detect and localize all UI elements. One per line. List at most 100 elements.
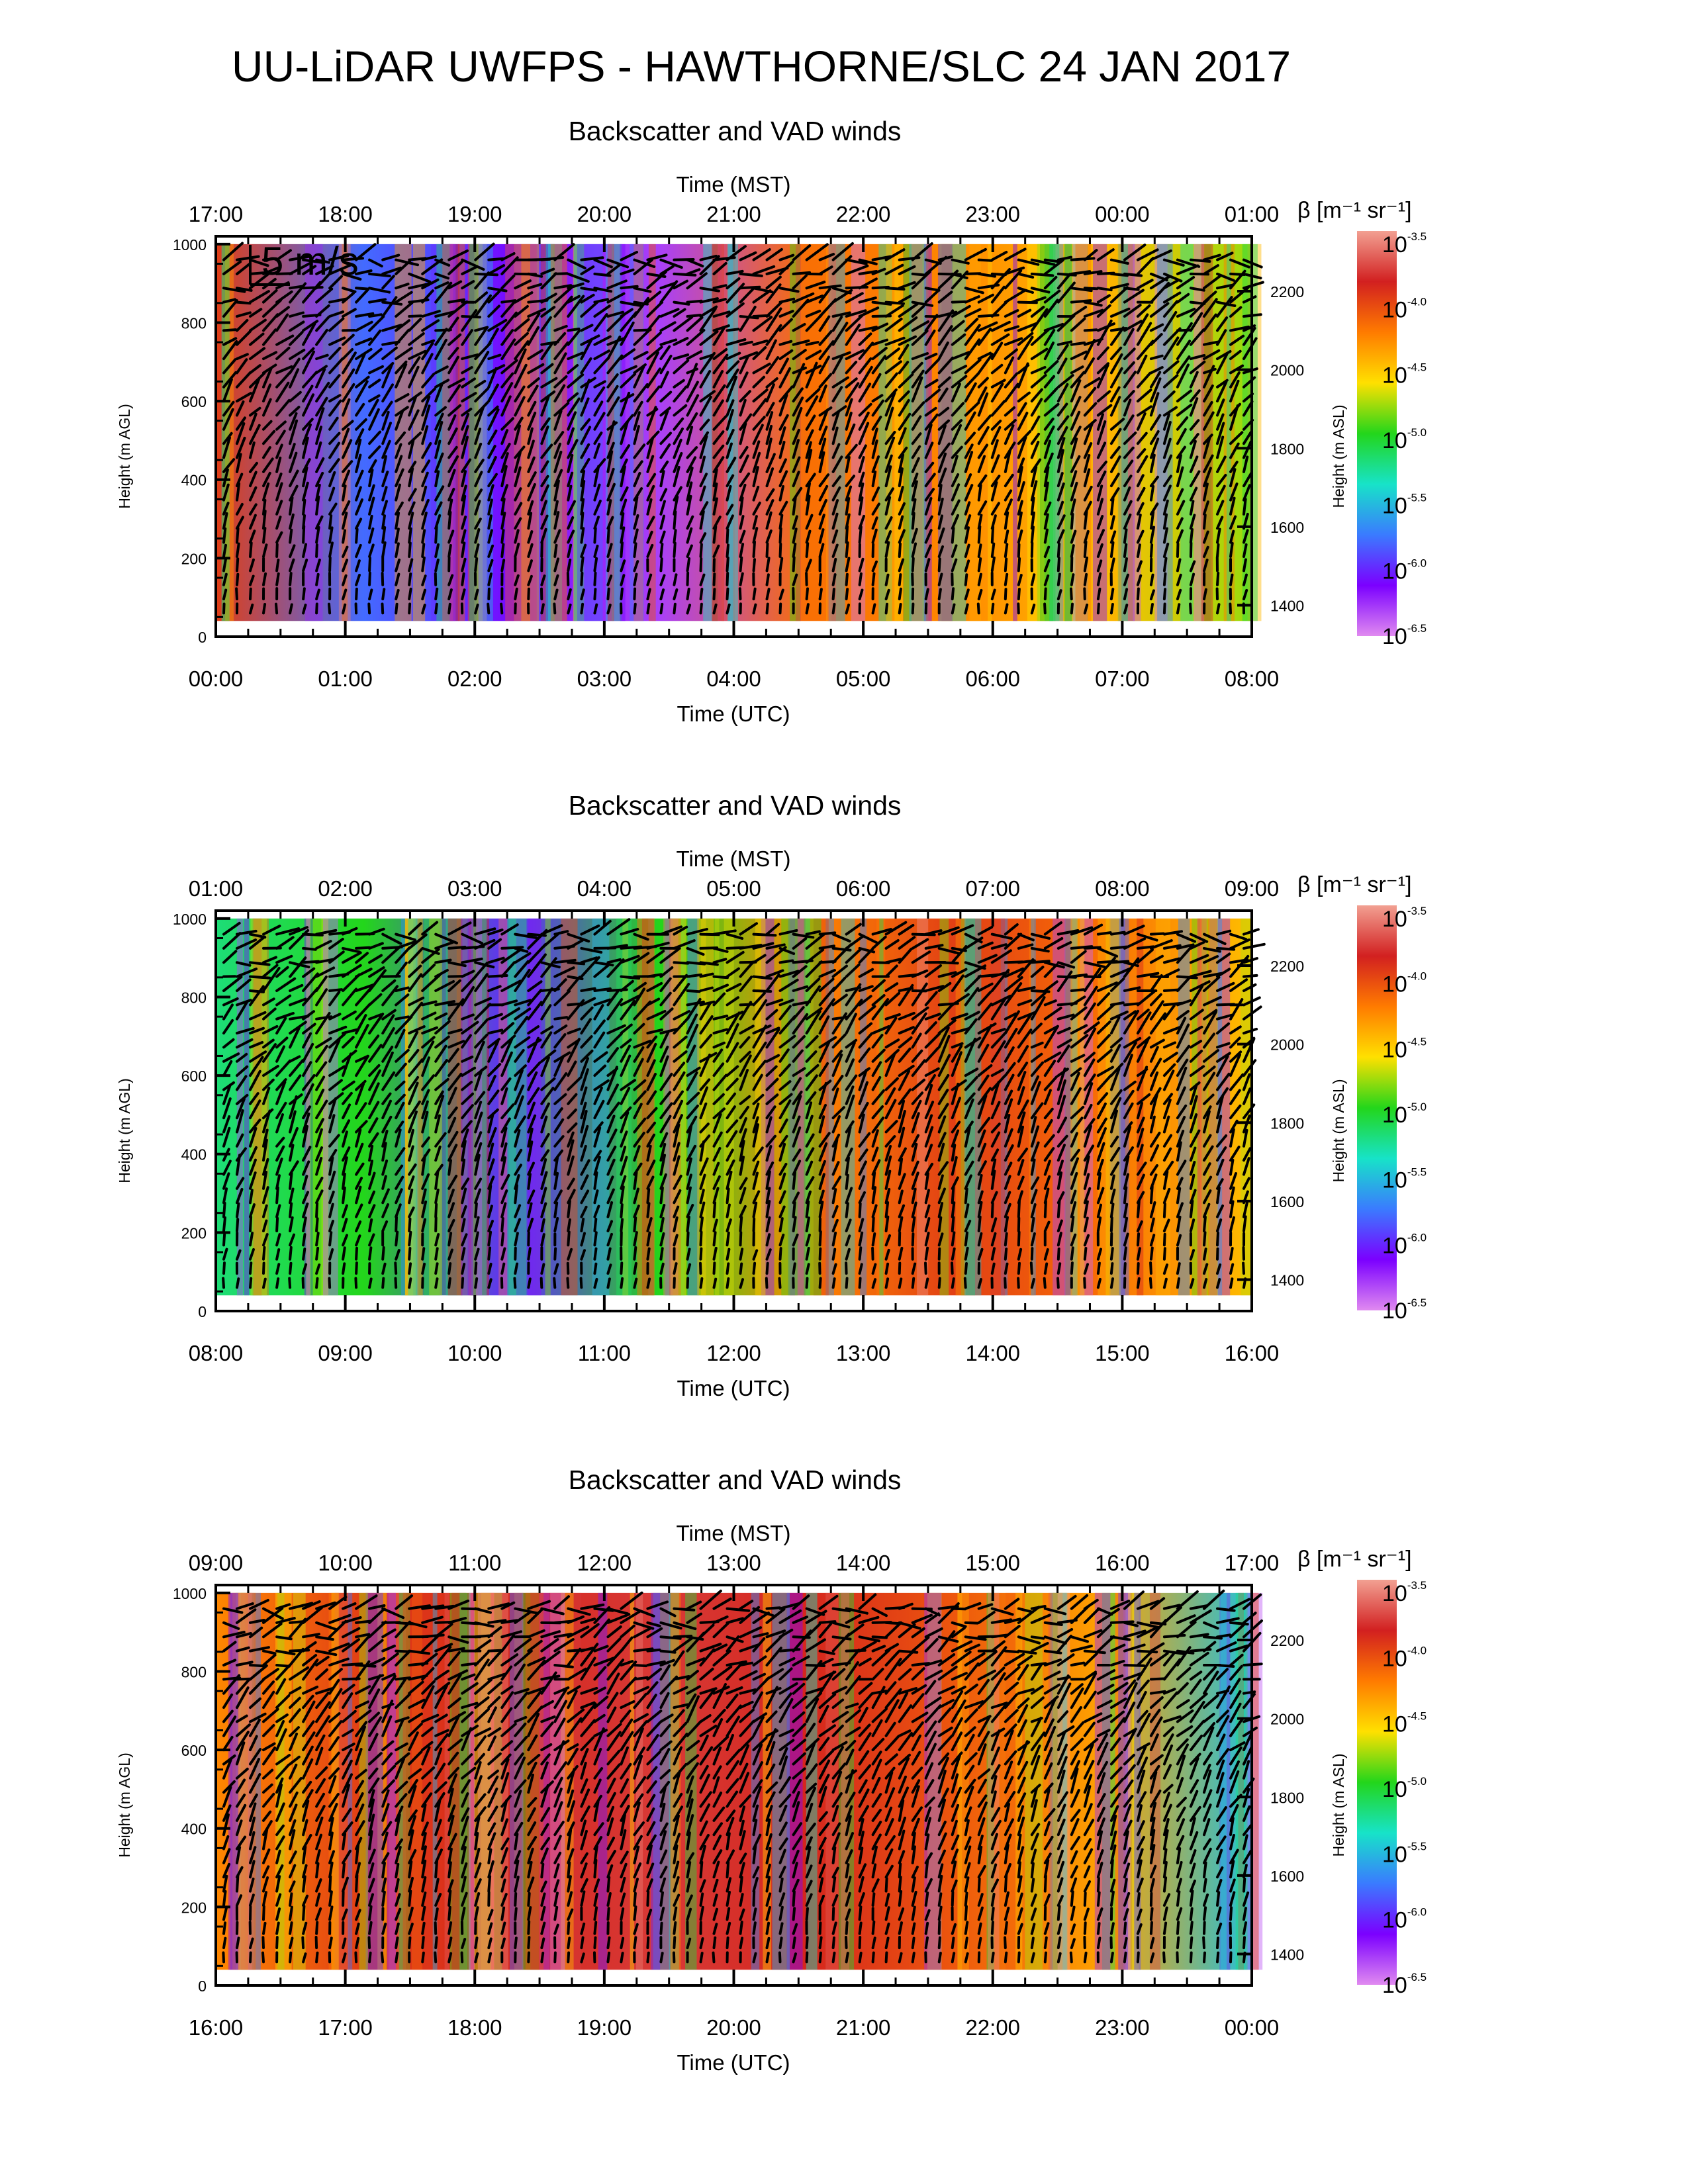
wind-vector (461, 435, 469, 459)
backscatter-streak (938, 244, 953, 621)
wind-vector (514, 517, 522, 530)
wind-vector (792, 366, 807, 375)
wind-vector (884, 317, 903, 332)
x-tick-label: 02:00 (447, 666, 502, 691)
wind-vector (262, 446, 271, 459)
wind-vector (487, 484, 494, 502)
wind-vector (1043, 360, 1059, 375)
wind-vector (646, 1035, 658, 1049)
wind-vector (1189, 371, 1199, 388)
wind-vector (567, 471, 574, 488)
wind-vector (593, 1004, 604, 1021)
wind-vector (514, 1069, 524, 1091)
wind-vector (977, 414, 992, 431)
wind-vector (487, 1113, 494, 1134)
wind-vector (686, 381, 699, 403)
wind-vector (1216, 500, 1225, 516)
wind-vector (514, 1129, 521, 1148)
wind-vector (289, 1160, 299, 1176)
wind-vector (514, 574, 520, 586)
wind-vector (567, 516, 575, 530)
wind-vector (447, 1107, 458, 1120)
wind-vector (1056, 340, 1073, 346)
wind-vector (858, 270, 878, 275)
wind-vector (249, 1050, 267, 1063)
wind-vector (275, 482, 283, 502)
wind-vector (487, 456, 497, 473)
wind-vector (620, 979, 634, 992)
wind-vector (1189, 433, 1199, 445)
wind-vector (342, 529, 346, 544)
wind-vector (289, 1187, 295, 1205)
wind-vector (487, 602, 491, 615)
wind-vector (739, 496, 744, 516)
wind-vector (381, 253, 400, 261)
wind-vector (342, 1103, 352, 1120)
wind-vector (527, 1071, 538, 1091)
panel-title: Backscatter and VAD winds (569, 1465, 902, 1495)
wind-vector (765, 602, 769, 615)
wind-vector (739, 413, 753, 431)
wind-vector (527, 385, 539, 403)
wind-vector (408, 349, 427, 361)
wind-vector (937, 572, 943, 586)
wind-vector (500, 1103, 515, 1120)
wind-vector (871, 373, 882, 388)
wind-vector (1136, 354, 1148, 375)
wind-vector (686, 467, 694, 488)
wind-vector (355, 380, 369, 403)
wind-vector (527, 1217, 534, 1232)
wind-vector (275, 966, 289, 978)
wind-vector (911, 415, 922, 431)
wind-vector (1109, 428, 1122, 445)
wind-vector (1070, 988, 1086, 992)
wind-vector (1176, 340, 1192, 361)
backscatter-streak (1013, 244, 1017, 621)
wind-vector (553, 958, 577, 964)
wind-vector (924, 497, 933, 516)
wind-vector (474, 528, 481, 544)
wind-vector (686, 456, 697, 473)
wind-vector (1243, 543, 1248, 558)
wind-vector (924, 473, 936, 488)
wind-vector (315, 1246, 320, 1261)
wind-vector (1017, 363, 1030, 375)
wind-vector (990, 439, 999, 459)
wind-vector (1176, 355, 1191, 375)
wind-vector (514, 1007, 532, 1021)
wind-vector (381, 362, 395, 375)
wind-vector (355, 1234, 361, 1247)
wind-vector (1149, 437, 1160, 459)
wind-vector (527, 272, 543, 278)
wind-vector (487, 328, 499, 346)
wind-vector (990, 1202, 994, 1218)
wind-vector (1162, 572, 1167, 586)
wind-vector (633, 514, 639, 530)
wind-vector (395, 1128, 402, 1148)
wind-vector (421, 963, 436, 978)
wind-vector (580, 443, 590, 459)
wind-vector (858, 383, 872, 403)
wind-vector (673, 272, 697, 277)
wind-vector (633, 296, 650, 318)
backscatter-streak (622, 918, 629, 1296)
backscatter-streak (805, 918, 810, 1296)
wind-vector (514, 385, 526, 403)
wind-vector (421, 1040, 435, 1063)
wind-vector (673, 983, 690, 1007)
wind-vector (964, 287, 984, 295)
wind-vector (447, 280, 463, 290)
wind-vector (434, 281, 453, 304)
wind-vector (1149, 453, 1156, 473)
wind-vector (964, 358, 982, 375)
wind-vector (898, 446, 908, 459)
wind-vector (381, 1014, 395, 1035)
wind-vector (328, 432, 341, 445)
wind-vector (342, 500, 351, 516)
wind-vector (1176, 529, 1184, 544)
wind-vector (1096, 515, 1104, 530)
wind-vector (395, 406, 409, 417)
wind-vector (712, 572, 716, 586)
wind-vector (1030, 388, 1043, 403)
wind-vector (606, 1277, 611, 1289)
